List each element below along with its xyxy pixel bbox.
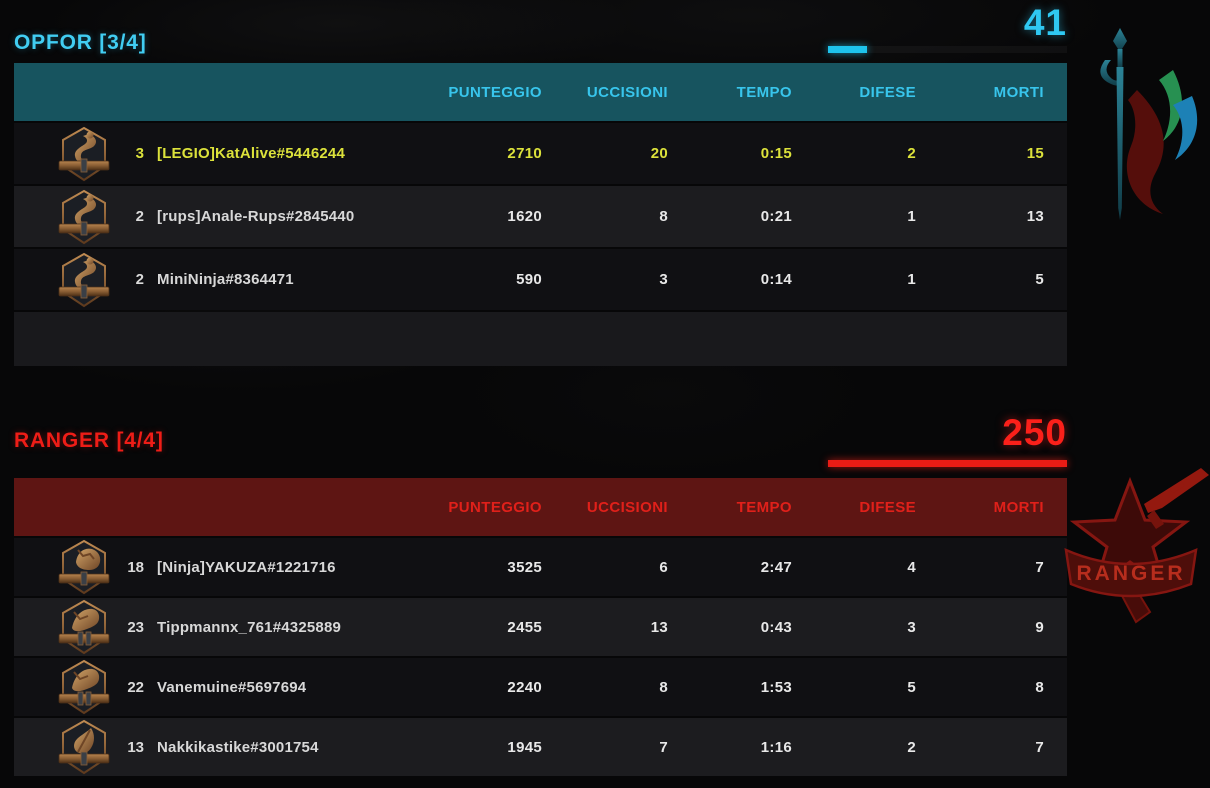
opfor-team-title: OPFOR [3/4]: [14, 31, 147, 54]
player-kills: 6: [659, 558, 668, 576]
rank-badge-icon: [58, 659, 110, 715]
player-score: 1620: [507, 208, 542, 225]
player-time: 1:16: [760, 738, 792, 756]
column-header-tempo: TEMPO: [736, 498, 792, 516]
player-kills: 7: [659, 738, 668, 756]
opfor-total-score: 41: [1023, 2, 1067, 43]
column-header-uccisioni: UCCISIONI: [586, 83, 668, 101]
ranger-star-emblem-icon: RANGER: [1064, 468, 1209, 624]
player-score: 1945: [507, 738, 542, 756]
player-time: 0:14: [760, 271, 792, 288]
rank-badge-icon: [58, 719, 110, 775]
player-name: [rups]Anale-Rups#2845440: [157, 208, 355, 225]
ranger-team-title: RANGER [4/4]: [14, 429, 164, 452]
player-name: [LEGIO]KatAlive#5446244: [157, 145, 346, 162]
opfor-table-header: PUNTEGGIO UCCISIONI TEMPO DIFESE MORTI: [14, 63, 1067, 121]
ranger-progress-bar: [828, 460, 1067, 467]
player-kills: 8: [659, 678, 668, 696]
player-rank: 2: [135, 208, 144, 225]
ranger-total-score: 250: [1002, 412, 1067, 453]
player-defenses: 5: [907, 678, 916, 696]
player-kills: 13: [650, 618, 668, 636]
player-kills: 20: [650, 145, 668, 162]
rank-badge-icon: [58, 189, 110, 244]
player-defenses: 4: [907, 558, 916, 576]
player-rank: 2: [135, 271, 144, 288]
ranger-banner-text: RANGER: [1076, 562, 1185, 585]
player-row[interactable]: 22 Vanemuine#5697694 2240 8 1:53 5 8: [14, 658, 1067, 716]
opfor-progress-bar: [828, 46, 1067, 53]
player-row[interactable]: 23 Tippmannx_761#4325889 2455 13 0:43 3 …: [14, 598, 1067, 656]
column-header-morti: MORTI: [993, 83, 1044, 101]
player-deaths: 15: [1026, 145, 1044, 162]
player-score: 3525: [507, 558, 542, 576]
column-header-difese: DIFESE: [859, 498, 916, 516]
player-time: 0:21: [760, 208, 792, 225]
player-row[interactable]: 2 MiniNinja#8364471 590 3 0:14 1 5: [14, 249, 1067, 310]
player-rank: 22: [127, 678, 144, 696]
player-time: 1:53: [760, 678, 792, 696]
player-row[interactable]: 2 [rups]Anale-Rups#2845440 1620 8 0:21 1…: [14, 186, 1067, 247]
player-deaths: 7: [1035, 558, 1044, 576]
rank-badge-icon: [58, 126, 110, 181]
player-defenses: 1: [907, 271, 916, 288]
player-defenses: 2: [907, 738, 916, 756]
rank-badge-icon: [58, 539, 110, 595]
player-score: 2240: [507, 678, 542, 696]
column-header-tempo: TEMPO: [736, 83, 792, 101]
opfor-score-table: PUNTEGGIO UCCISIONI TEMPO DIFESE MORTI 3…: [14, 63, 1067, 366]
column-header-difese: DIFESE: [859, 83, 916, 101]
player-time: 0:43: [760, 618, 792, 636]
player-rank: 18: [127, 558, 144, 576]
player-name: [Ninja]YAKUZA#1221716: [157, 558, 336, 576]
ranger-score-table: PUNTEGGIO UCCISIONI TEMPO DIFESE MORTI 1…: [14, 478, 1067, 778]
player-defenses: 2: [907, 145, 916, 162]
player-time: 0:15: [760, 145, 792, 162]
column-header-uccisioni: UCCISIONI: [586, 498, 668, 516]
player-time: 2:47: [760, 558, 792, 576]
player-row[interactable]: 13 Nakkikastike#3001754 1945 7 1:16 2 7: [14, 718, 1067, 776]
player-name: Vanemuine#5697694: [157, 678, 307, 696]
empty-player-slot: [14, 312, 1067, 366]
player-name: Tippmannx_761#4325889: [157, 618, 342, 636]
opfor-progress-fill: [828, 46, 868, 53]
player-kills: 3: [659, 271, 668, 288]
player-row[interactable]: 3 [LEGIO]KatAlive#5446244 2710 20 0:15 2…: [14, 123, 1067, 184]
column-header-morti: MORTI: [993, 498, 1044, 516]
player-defenses: 3: [907, 618, 916, 636]
column-header-punteggio: PUNTEGGIO: [448, 498, 542, 516]
player-score: 2455: [507, 618, 542, 636]
column-header-punteggio: PUNTEGGIO: [448, 83, 542, 101]
player-deaths: 5: [1035, 271, 1044, 288]
player-row[interactable]: 18 [Ninja]YAKUZA#1221716 3525 6 2:47 4 7: [14, 538, 1067, 596]
ranger-progress-fill: [828, 460, 1067, 467]
player-score: 590: [516, 271, 542, 288]
player-deaths: 7: [1035, 738, 1044, 756]
player-rank: 13: [127, 738, 144, 756]
opfor-dagger-emblem-icon: [1100, 28, 1198, 220]
player-name: MiniNinja#8364471: [157, 271, 294, 288]
player-name: Nakkikastike#3001754: [157, 738, 319, 756]
rank-badge-icon: [58, 252, 110, 307]
rank-badge-icon: [58, 599, 110, 655]
player-deaths: 8: [1035, 678, 1044, 696]
player-rank: 23: [127, 618, 144, 636]
player-deaths: 13: [1026, 208, 1044, 225]
ranger-table-header: PUNTEGGIO UCCISIONI TEMPO DIFESE MORTI: [14, 478, 1067, 536]
player-defenses: 1: [907, 208, 916, 225]
player-deaths: 9: [1035, 618, 1044, 636]
player-score: 2710: [507, 145, 542, 162]
player-rank: 3: [135, 145, 144, 162]
player-kills: 8: [659, 208, 668, 225]
